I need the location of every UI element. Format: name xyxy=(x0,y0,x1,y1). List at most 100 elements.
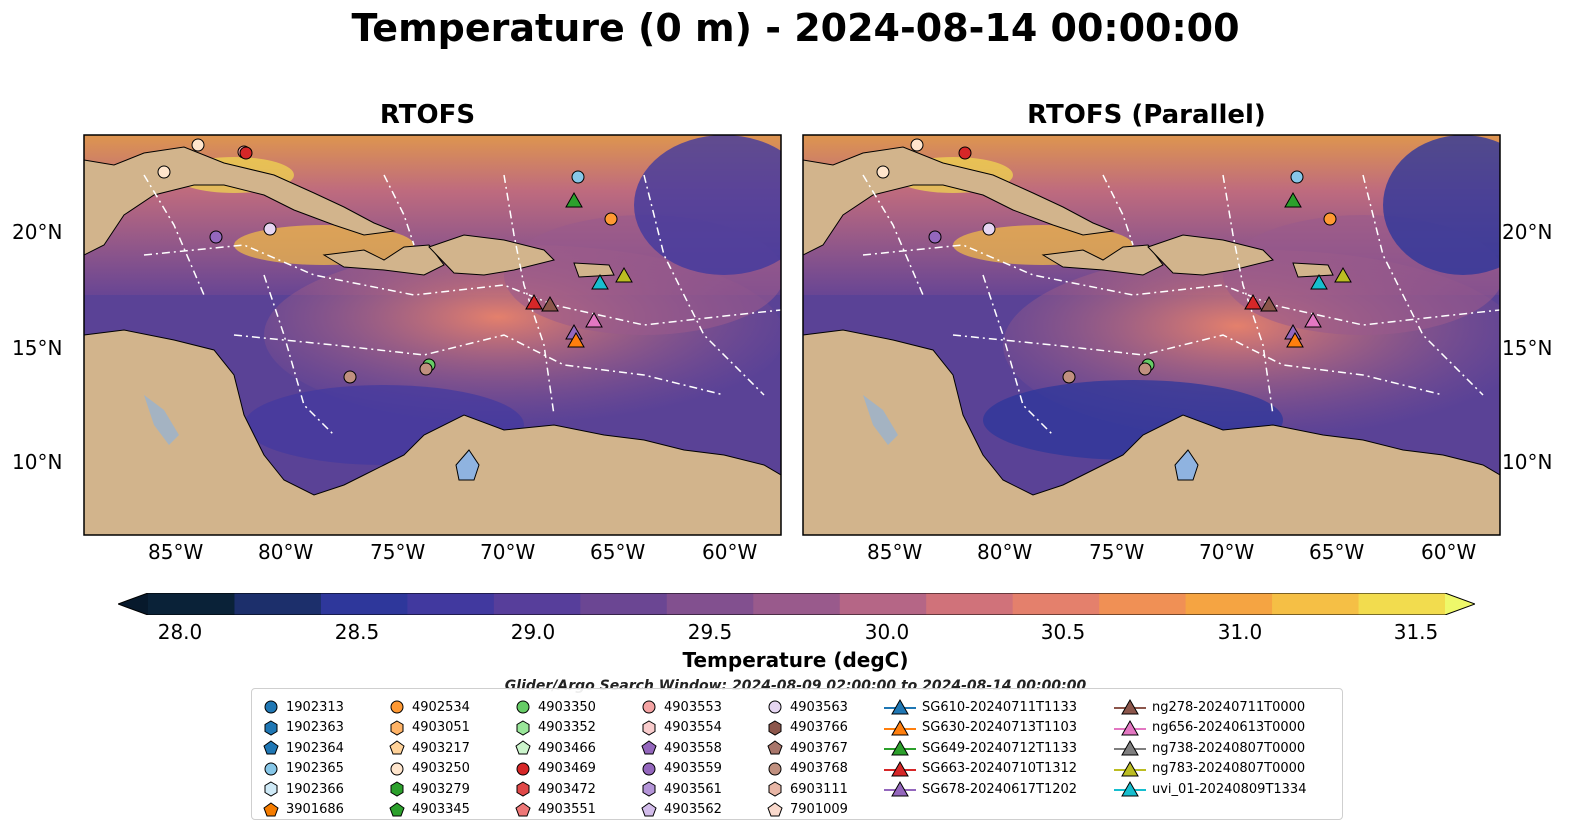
legend-label: 4903469 xyxy=(538,761,596,776)
colorbar-tick-29-5: 29.5 xyxy=(687,620,733,644)
legend-marker-icon xyxy=(263,740,279,755)
legend-label: 4903217 xyxy=(412,740,470,756)
legend-marker-icon xyxy=(264,781,278,797)
panel-title-rtofs-parallel: RTOFS (Parallel) xyxy=(1027,100,1266,130)
colorbar-tick-31-5: 31.5 xyxy=(1393,620,1439,644)
legend-label: 6903111 xyxy=(790,781,848,797)
legend-item: ng278-20240711T0000 xyxy=(1114,697,1305,717)
legend-item: 4903279 xyxy=(388,779,470,799)
legend-item: 1902364 xyxy=(262,738,344,758)
legend-marker-icon xyxy=(884,780,916,797)
figure-title: Temperature (0 m) - 2024-08-14 00:00:00 xyxy=(351,6,1240,50)
colorbar-bin xyxy=(666,593,754,615)
colorbar-bin xyxy=(234,593,322,615)
legend-item: 4903466 xyxy=(514,738,596,758)
legend-marker-icon xyxy=(768,719,782,736)
legend-label: 4903553 xyxy=(664,699,722,715)
legend-label: SG649-20240712T1133 xyxy=(922,740,1078,756)
legend-marker-icon xyxy=(767,801,783,816)
lon-label-70w-right: 70°W xyxy=(1199,540,1255,564)
legend-marker-icon xyxy=(516,781,530,797)
legend-marker-icon xyxy=(642,719,656,736)
lat-label-15n-left: 15°N xyxy=(12,336,63,360)
legend-label: 1902366 xyxy=(286,781,344,797)
legend-label: SG610-20240711T1133 xyxy=(922,699,1078,715)
legend-item: 4903472 xyxy=(514,779,596,799)
legend-label: 4903551 xyxy=(538,802,596,817)
colorbar-tick-30-5: 30.5 xyxy=(1040,620,1086,644)
legend-marker-icon xyxy=(768,700,782,714)
legend-label: 4903352 xyxy=(538,720,596,735)
legend-item: SG649-20240712T1133 xyxy=(884,738,1077,758)
map-rtofs xyxy=(83,134,782,536)
lat-label-20n-left: 20°N xyxy=(12,220,63,244)
legend-marker-icon xyxy=(390,762,404,775)
legend-label: ng783-20240807T0000 xyxy=(1152,761,1306,776)
legend-label: 4903766 xyxy=(790,720,848,735)
colorbar-tick-28-5: 28.5 xyxy=(334,620,380,644)
colorbar-bin xyxy=(493,593,581,615)
legend-marker-icon xyxy=(642,781,656,797)
legend-label: 4903767 xyxy=(790,740,848,756)
legend-marker-icon xyxy=(884,698,916,715)
legend-item: 1902365 xyxy=(262,759,344,779)
legend-item: 4903250 xyxy=(388,759,470,779)
legend-label: 4903051 xyxy=(412,720,470,735)
legend-marker-icon xyxy=(516,719,530,736)
legend-label: 4903472 xyxy=(538,781,596,797)
colorbar-tick-28-0: 28.0 xyxy=(157,620,203,644)
legend-item: 4903350 xyxy=(514,697,596,717)
legend-item: 4903767 xyxy=(766,738,848,758)
legend-item: ng656-20240613T0000 xyxy=(1114,718,1305,738)
colorbar-bin xyxy=(1272,593,1360,615)
lat-label-20n-right: 20°N xyxy=(1502,220,1553,244)
legend-item: 1902363 xyxy=(262,718,344,738)
legend-label: SG678-20240617T1202 xyxy=(922,781,1078,797)
legend-item: 4903469 xyxy=(514,759,596,779)
legend-item: SG610-20240711T1133 xyxy=(884,697,1077,717)
legend-label: 1902364 xyxy=(286,740,344,756)
legend-marker-icon xyxy=(768,762,782,775)
legend-marker-icon xyxy=(642,700,656,714)
legend-marker-icon xyxy=(1114,719,1146,735)
legend-marker-icon xyxy=(389,801,405,816)
legend-item: SG630-20240713T1103 xyxy=(884,718,1077,738)
legend-label: 1902363 xyxy=(286,720,344,735)
legend-marker-icon xyxy=(390,700,404,714)
legend-marker-icon xyxy=(1114,760,1146,776)
legend-item: 4903558 xyxy=(640,738,722,758)
colorbar-bin xyxy=(753,593,841,615)
legend-label: ng738-20240807T0000 xyxy=(1152,740,1306,756)
legend-label: 4903563 xyxy=(790,699,848,715)
lat-label-10n-left: 10°N xyxy=(12,450,63,474)
colorbar-bin xyxy=(407,593,495,615)
legend-item: 4903352 xyxy=(514,718,596,738)
lon-label-60w-left: 60°W xyxy=(702,540,758,564)
legend-item: 4903554 xyxy=(640,718,722,738)
legend-label: 4903345 xyxy=(412,802,470,817)
legend-item: 1902366 xyxy=(262,779,344,799)
colorbar-tick-30-0: 30.0 xyxy=(864,620,910,644)
legend-marker-icon xyxy=(389,740,405,755)
legend-item: 1902313 xyxy=(262,697,344,717)
colorbar-bin xyxy=(580,593,668,615)
legend-label: 4903562 xyxy=(664,802,722,817)
legend-item: ng783-20240807T0000 xyxy=(1114,759,1305,779)
legend-marker-icon xyxy=(515,801,531,816)
lon-label-80w-right: 80°W xyxy=(977,540,1033,564)
legend-label: 1902365 xyxy=(286,761,344,776)
legend-marker-icon xyxy=(390,719,404,736)
colorbar-bin xyxy=(926,593,1014,615)
panel-title-rtofs: RTOFS xyxy=(379,100,476,130)
lat-label-15n-right: 15°N xyxy=(1502,336,1553,360)
legend-item: 4903553 xyxy=(640,697,722,717)
legend-marker-icon xyxy=(642,762,656,775)
colorbar-bin xyxy=(1099,593,1187,615)
legend-label: 4903554 xyxy=(664,720,722,735)
lon-label-75w-right: 75°W xyxy=(1089,540,1145,564)
legend-label: SG663-20240710T1312 xyxy=(922,761,1078,776)
legend-label: ng656-20240613T0000 xyxy=(1152,720,1306,735)
colorbar-over-extend xyxy=(1445,593,1475,615)
legend-item: 7901009 xyxy=(766,800,848,820)
legend-marker-icon xyxy=(1114,739,1146,756)
